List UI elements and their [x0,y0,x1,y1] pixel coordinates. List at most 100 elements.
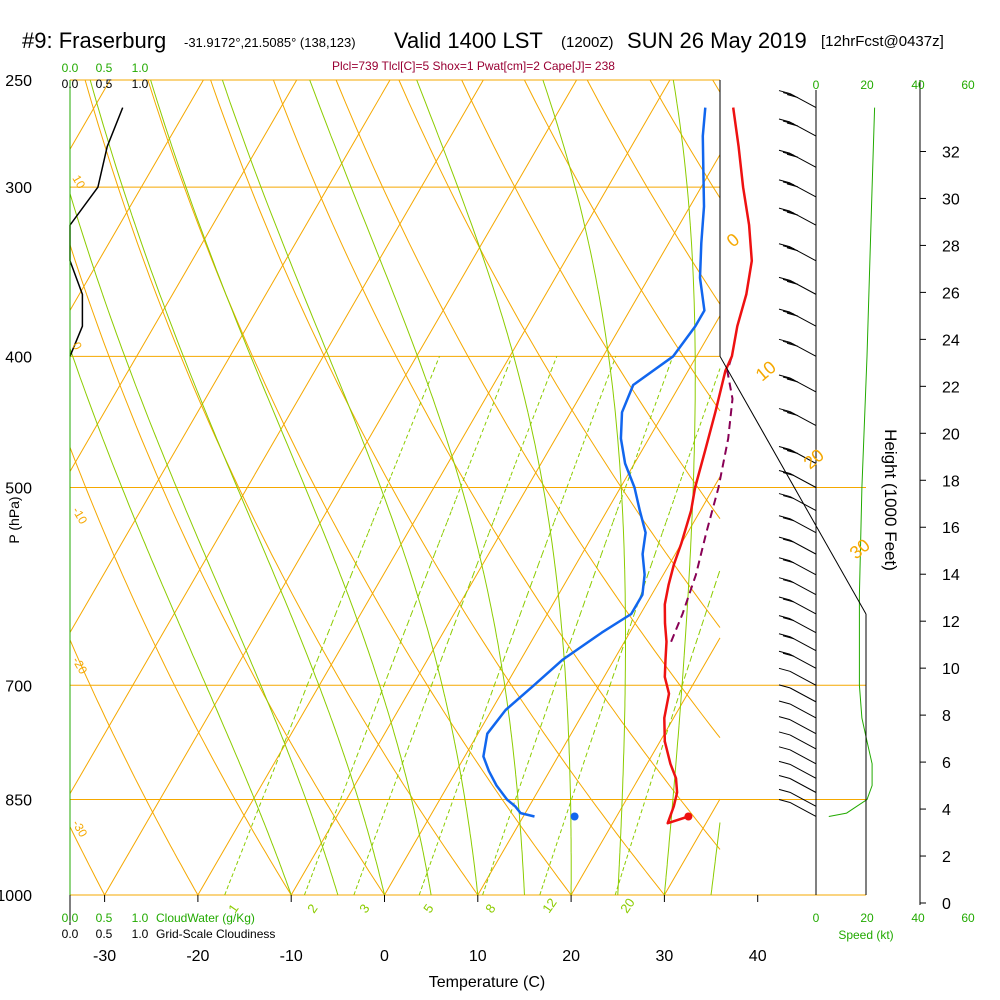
height-tick-label: 0 [942,896,951,913]
wind-barb [789,703,817,719]
wind-barb-flag [782,92,795,97]
dry-adiabat [461,79,721,519]
wind-barb-flag [778,760,791,765]
isotherm-line [104,79,578,896]
wind-barb-flag [778,446,791,450]
wind-barb-flag [782,579,795,584]
cloudwater-scale-top: 1.0 [132,61,149,75]
dry-adiabat [398,79,721,628]
mixing-ratio-label: 3 [356,901,372,916]
wind-barb [789,687,817,703]
isotherm-label: 30 [846,535,874,563]
speed-tick-bottom: 0 [813,911,820,925]
diagram-grid [69,79,866,896]
wind-barb [789,560,817,576]
height-tick-label: 20 [942,426,960,443]
wind-barb [789,473,817,488]
dry-adiabat [84,79,479,896]
station-title: #9: Fraserburg [22,28,167,53]
x-tick-label: 10 [469,948,487,965]
height-tick-label: 2 [942,849,951,866]
wind-speed-profile [828,107,876,817]
wind-barb [789,377,817,393]
height-axis-title: Height (1000 Feet) [881,429,900,571]
wind-barb-flag [782,376,795,381]
wind-barb-flag [782,598,795,603]
wind-barb [789,311,817,327]
wind-barb-flag [778,243,791,248]
dry-adiabat [712,79,721,93]
parcel-profile [670,355,734,643]
wind-barb-flag [782,635,795,640]
wind-barb-flag [778,308,791,313]
height-tick-label: 30 [942,191,960,208]
dry-adiabat [69,639,199,896]
height-tick-label: 24 [942,332,960,349]
wind-barb-flag [778,408,791,413]
cloudiness-scale-top: 1.0 [132,77,149,91]
speed-tick-bottom: 40 [911,911,925,925]
mixing-ratio-line [353,356,558,896]
isotherm-line [570,637,721,896]
wind-barb [789,210,817,226]
pressure-tick-label: 850 [5,792,32,809]
moist-adiabat [542,79,626,896]
cloudiness-scale-top: 0.5 [96,77,113,91]
height-tick-label: 14 [942,567,960,584]
wind-barb-flag [786,378,799,383]
left-isotherm-label: -20 [69,655,90,677]
wind-barb-flag [778,179,791,184]
height-tick-label: 4 [942,802,951,819]
y-axis-title: P (hPa) [6,496,22,543]
wind-barb-flag [786,450,799,454]
cloudiness-scale-bottom: 0.5 [96,927,113,941]
cloudwater-scale-bottom: 0.0 [62,911,79,925]
moist-adiabat [69,193,339,896]
forecast-info: [12hrFcst@0437z] [821,33,944,50]
wind-barb-flag [782,410,795,415]
wind-barb [789,279,817,295]
moist-adiabat [309,79,525,896]
isotherm-line [69,79,204,311]
sounding-profiles [69,107,876,825]
surface-temperature-dot [684,812,693,821]
height-tick-label: 6 [942,755,951,772]
wind-barb-flag [782,151,795,156]
isotherm-label: 10 [752,357,780,385]
mixing-ratio-label: 20 [617,895,638,915]
mixing-ratio-line [418,356,617,896]
wind-barb-flag [778,536,791,541]
wind-barb [789,734,817,750]
x-tick-label: 40 [749,948,767,965]
wind-barb-flag [782,245,795,250]
moist-adiabat [69,348,292,896]
wind-barb [789,791,817,807]
wind-barb-flag [782,559,795,564]
wind-barb [789,580,817,596]
wind-panel-diagonal [719,356,867,615]
wind-barb-flag [778,276,791,281]
height-tick-label: 28 [942,238,960,255]
wind-barb-flag [778,716,791,721]
speed-tick-top: 0 [813,78,820,92]
wind-barb-flag [778,118,791,123]
left-isotherm-label: -30 [69,818,90,840]
mixing-ratio-label: 2 [304,901,320,916]
wind-barb-flag [778,338,791,343]
isotherm-line [384,315,721,896]
wind-barb [789,539,817,555]
left-isotherm-label: -10 [69,505,90,527]
wind-barb-flag [786,183,799,188]
wind-barb-flag [778,207,791,212]
dry-adiabat [210,79,665,896]
height-tick-label: 16 [942,520,960,537]
cloudwater-scale-bottom: 1.0 [132,911,149,925]
isotherm-line [69,79,391,633]
isotherm-line [290,154,721,896]
wind-barb-flag [786,312,799,317]
zulu-time: (1200Z) [561,34,614,51]
cloudiness-scale-bottom: 1.0 [132,927,149,941]
cloudiness-scale-top: 0.0 [62,77,79,91]
wind-barb-flag [782,340,795,345]
x-tick-label: 20 [562,948,580,965]
